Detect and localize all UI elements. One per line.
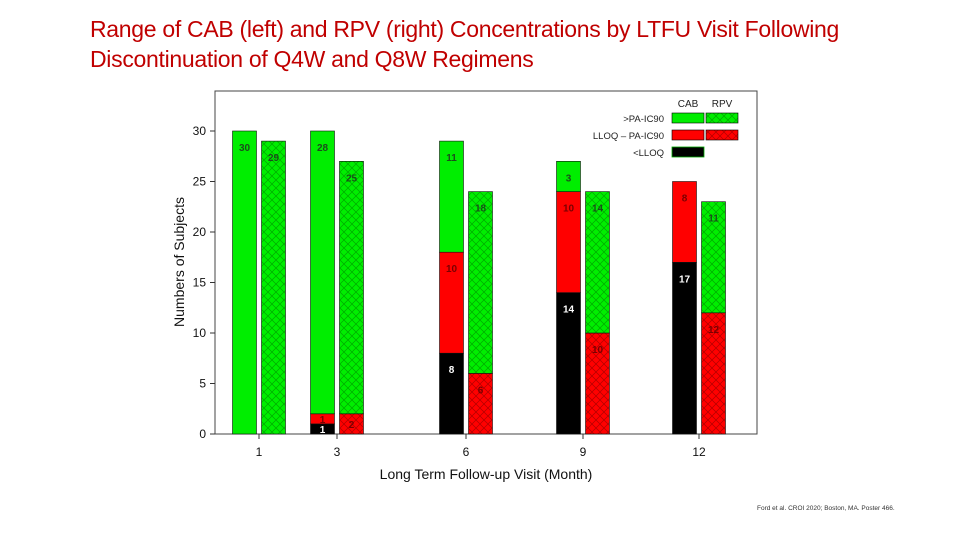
bar-series	[232, 130, 726, 435]
legend-header-cab: CAB	[678, 99, 699, 110]
bar-label-cab-above-month-6: 11	[446, 153, 457, 164]
bar-label-cab-below-month-3: 1	[320, 425, 326, 436]
legend-swatch-rpv-above	[705, 112, 739, 124]
slide-title-line-1: Range of CAB (left) and RPV (right) Conc…	[90, 16, 840, 42]
bar-segment-rpv-above-month-6	[468, 191, 493, 374]
bar-label-rpv-between-month-9: 10	[592, 345, 604, 356]
y-tick-label: 15	[193, 276, 207, 290]
bar-label-cab-between-month-6: 10	[446, 264, 458, 275]
bar-segment-rpv-between-month-12	[701, 312, 726, 435]
bar-label-rpv-above-month-1: 29	[268, 153, 280, 164]
bar-segment-cab-between-month-6	[439, 251, 464, 354]
bar-label-cab-below-month-12: 17	[679, 274, 691, 285]
x-tick-label: 6	[463, 445, 470, 459]
bar-data-labels: 30 29 11 28 2 25 8 10 11 6 18 14 10 3 10 14 17 8 12 11	[239, 143, 720, 436]
y-tick-label: 10	[193, 326, 207, 340]
bar-segment-rpv-above-month-3	[339, 161, 364, 415]
slide-title: Range of CAB (left) and RPV (right) Conc…	[90, 14, 930, 74]
bar-label-cab-above-month-3: 28	[317, 143, 329, 154]
bar-label-rpv-between-month-12: 12	[708, 325, 720, 336]
legend-swatch-cab-above	[671, 112, 705, 124]
bar-label-cab-between-month-9: 10	[563, 204, 575, 215]
legend-swatch-rpv-between	[705, 129, 739, 141]
bar-label-cab-above-month-1: 30	[239, 143, 251, 154]
y-tick-label: 30	[193, 124, 207, 138]
slide-title-line-2: Discontinuation of Q4W and Q8W Regimens	[90, 46, 534, 72]
y-tick-label: 25	[193, 175, 207, 189]
bar-label-rpv-above-month-6: 18	[475, 204, 487, 215]
bar-segment-rpv-above-month-9	[585, 191, 610, 334]
bar-label-rpv-above-month-12: 11	[708, 214, 719, 225]
bar-label-rpv-above-month-3: 25	[346, 173, 358, 184]
bar-label-rpv-between-month-3: 2	[349, 420, 355, 431]
bar-segment-cab-below-month-12	[672, 261, 697, 435]
legend-swatch-cab-between	[671, 129, 705, 141]
x-tick-label: 9	[580, 445, 587, 459]
bar-segment-rpv-between-month-6	[468, 373, 493, 435]
legend: CAB RPV >PA-IC90 LLOQ – PA-IC90 <LLOQ	[593, 99, 739, 159]
bar-label-rpv-between-month-6: 6	[478, 385, 484, 396]
bar-segment-cab-below-month-9	[556, 292, 581, 435]
x-tick-label: 12	[692, 445, 706, 459]
legend-label-below: <LLOQ	[633, 148, 664, 159]
x-axis-title: Long Term Follow-up Visit (Month)	[380, 466, 593, 482]
bar-label-cab-between-month-12: 8	[682, 194, 688, 205]
bar-label-cab-between-month-3: 1	[320, 415, 326, 426]
bar-label-cab-above-month-9: 3	[566, 173, 572, 184]
bar-segment-cab-above-month-9	[556, 161, 581, 192]
citation-text: Ford et al. CROI 2020; Boston, MA. Poste…	[757, 505, 895, 512]
bar-segment-rpv-between-month-9	[585, 332, 610, 435]
bar-segment-rpv-above-month-1	[261, 140, 286, 435]
bar-segment-cab-between-month-12	[672, 181, 697, 263]
y-axis: 0 5 10 15 20 25 30	[193, 124, 215, 441]
y-tick-label: 5	[199, 377, 206, 391]
legend-swatch-cab-below	[671, 146, 705, 158]
x-tick-label: 3	[334, 445, 341, 459]
bar-segment-rpv-above-month-12	[701, 201, 726, 314]
legend-label-between: LLOQ – PA-IC90	[593, 131, 664, 142]
bar-label-rpv-above-month-9: 14	[592, 204, 604, 215]
bar-label-cab-below-month-9: 14	[563, 305, 575, 316]
bar-segment-cab-between-month-9	[556, 191, 581, 293]
bar-segment-cab-above-month-1	[232, 130, 257, 435]
y-tick-label: 20	[193, 225, 207, 239]
x-tick-label: 1	[256, 445, 263, 459]
bar-segment-cab-above-month-3	[310, 130, 335, 415]
bar-segment-cab-above-month-6	[439, 140, 464, 253]
y-tick-label: 0	[199, 427, 206, 441]
y-axis-title: Numbers of Subjects	[171, 197, 187, 327]
legend-header-rpv: RPV	[712, 99, 733, 110]
bar-label-cab-below-month-6: 8	[449, 365, 455, 376]
legend-label-above: >PA-IC90	[623, 114, 664, 125]
x-axis: 1 3 6 9 12	[256, 434, 706, 459]
